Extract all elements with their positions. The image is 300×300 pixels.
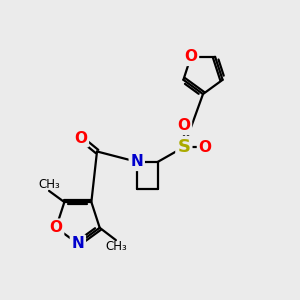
Text: CH₃: CH₃ [105,240,127,253]
Text: O: O [199,140,212,154]
Text: N: N [130,154,143,169]
Text: O: O [74,131,87,146]
Text: O: O [184,49,197,64]
Text: N: N [71,236,84,251]
Text: S: S [177,138,190,156]
Text: O: O [177,118,190,134]
Text: CH₃: CH₃ [38,178,60,191]
Text: O: O [50,220,62,235]
